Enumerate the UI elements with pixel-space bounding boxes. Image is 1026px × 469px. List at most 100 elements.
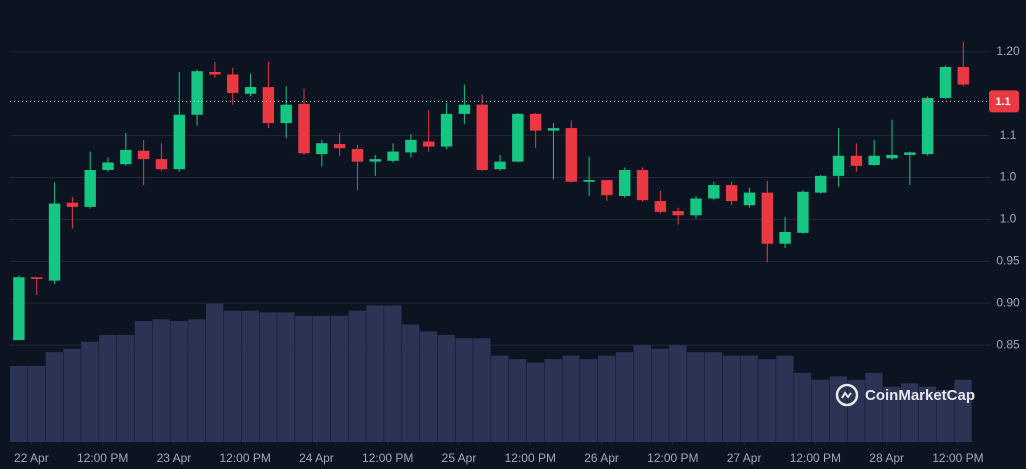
volume-bar	[384, 305, 402, 442]
volume-bar	[900, 383, 919, 442]
candle-body	[191, 71, 203, 115]
candle-body	[619, 170, 631, 196]
volume-bar	[295, 315, 313, 442]
candle-body	[565, 128, 577, 182]
x-tick-label: 27 Apr	[727, 451, 762, 465]
volume-bar	[348, 310, 366, 442]
candle-body	[244, 87, 257, 94]
volume-bar	[526, 362, 545, 442]
volume-bar	[63, 348, 81, 442]
x-tick-label: 12:00 PM	[77, 451, 128, 465]
volume-bar	[615, 352, 634, 442]
candle-body	[155, 159, 168, 170]
x-tick-label: 24 Apr	[299, 451, 334, 465]
x-tick-label: 22 Apr	[14, 451, 49, 465]
volume-bar	[544, 359, 562, 442]
volume-bar	[633, 345, 651, 442]
candle-body	[458, 104, 471, 114]
volume-bar	[598, 355, 616, 442]
volume-bar	[116, 334, 135, 442]
volume-bar	[134, 321, 153, 442]
volume-bar	[508, 359, 527, 442]
x-tick-label: 12:00 PM	[647, 451, 698, 465]
volume-bar	[954, 379, 972, 442]
volume-bar	[170, 321, 188, 442]
x-tick-label: 12:00 PM	[790, 451, 841, 465]
volume-bar	[776, 355, 794, 442]
candle-body	[298, 103, 310, 154]
current-price-tag	[989, 90, 1019, 113]
volume-bar	[580, 359, 598, 442]
candle-body	[743, 192, 756, 206]
volume-bar	[918, 386, 937, 442]
candle-body	[476, 104, 488, 171]
volume-bar	[704, 352, 723, 442]
candle-body	[583, 180, 595, 182]
volume-bar	[152, 319, 170, 442]
candle-body	[369, 159, 381, 162]
x-tick-label: 12:00 PM	[932, 451, 983, 465]
y-tick-label: 0.85	[996, 337, 1020, 351]
volume-bar	[562, 355, 580, 442]
volume-bar	[847, 379, 865, 442]
candle-body	[957, 66, 969, 85]
volume-bar	[402, 324, 420, 442]
candle-body	[405, 139, 417, 153]
volume-bar	[740, 355, 758, 442]
candle-body	[423, 141, 435, 147]
volume-bar	[687, 352, 705, 442]
volume-bar	[473, 338, 491, 442]
x-tick-label: 28 Apr	[869, 451, 904, 465]
volume-bar	[811, 379, 830, 442]
volume-bar	[669, 345, 687, 442]
candle-body	[84, 170, 96, 207]
candle-body	[672, 211, 684, 216]
x-tick-label: 12:00 PM	[362, 451, 413, 465]
x-tick-label: 25 Apr	[442, 451, 477, 465]
candle-body	[886, 154, 898, 159]
volume-bar	[936, 390, 954, 442]
candle-body	[779, 232, 791, 244]
candle-body	[708, 185, 720, 199]
volume-bar	[10, 365, 28, 442]
candle-body	[797, 191, 809, 233]
volume-bar	[651, 348, 669, 442]
volume-bar	[81, 341, 99, 442]
watermark-text: CoinMarketCap	[865, 387, 975, 404]
candle-body	[280, 104, 292, 124]
y-tick-label: 1.1	[1000, 128, 1017, 142]
candle-body	[173, 114, 185, 170]
candle-body	[102, 162, 114, 171]
volume-bar	[794, 372, 812, 442]
y-tick-label: 0.95	[996, 254, 1020, 268]
volume-bar	[491, 355, 509, 442]
x-tick-label: 23 Apr	[157, 451, 192, 465]
candle-body	[66, 202, 79, 207]
candle-body	[351, 149, 364, 162]
volume-bar	[259, 312, 277, 442]
candle-body	[316, 143, 328, 155]
volume-bar	[277, 312, 295, 442]
volume-bar	[27, 365, 46, 442]
volume-bar	[455, 338, 473, 442]
candle-body	[440, 113, 453, 147]
candle-body	[262, 87, 275, 124]
candle-body	[690, 198, 702, 216]
candle-body	[387, 151, 399, 161]
logo	[835, 383, 859, 407]
candle-body	[227, 74, 239, 93]
candle-body	[601, 180, 613, 196]
candle-body	[31, 277, 43, 279]
volume-bar	[241, 310, 259, 442]
candle-body	[868, 155, 880, 165]
volume-bar	[99, 334, 117, 442]
volume-bar	[206, 303, 224, 442]
candle-body	[547, 128, 560, 131]
volume-bar	[188, 319, 206, 442]
volume-bar	[419, 331, 438, 442]
y-tick-label: 1.20	[996, 44, 1020, 58]
candle-body	[832, 155, 845, 176]
volume-bar	[366, 305, 384, 442]
y-tick-label: 0.90	[996, 295, 1020, 309]
